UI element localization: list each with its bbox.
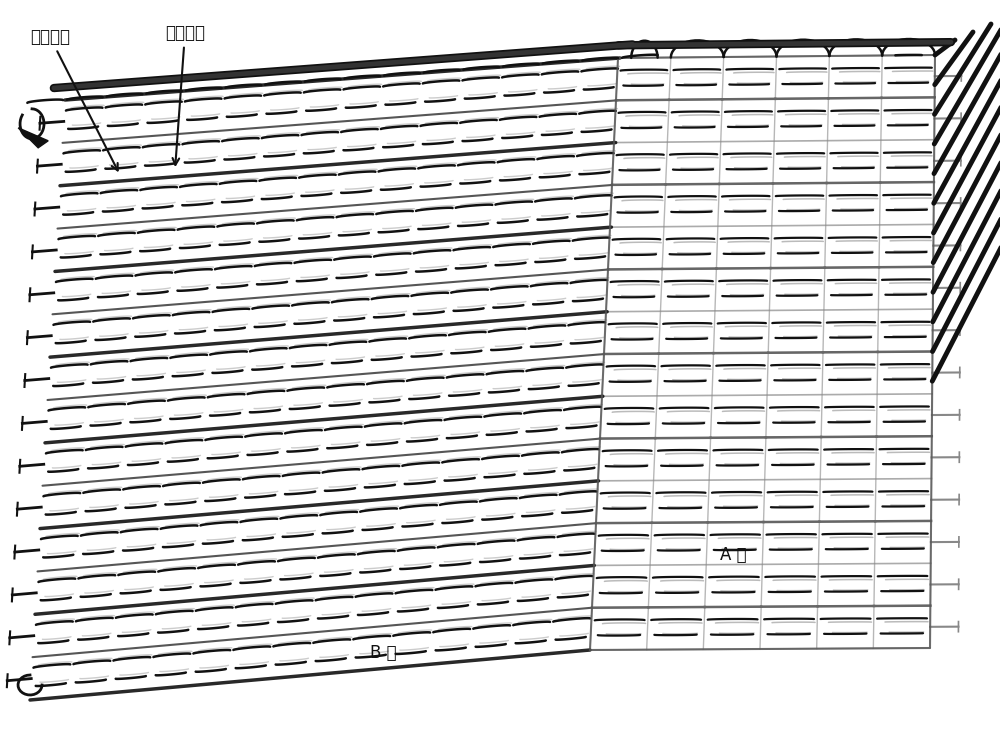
Text: A 区: A 区 [720,546,747,564]
Text: B 区: B 区 [370,644,397,662]
Polygon shape [18,128,48,148]
Text: 第二纱线: 第二纱线 [165,24,205,165]
Text: 第一纱线: 第一纱线 [30,28,118,171]
